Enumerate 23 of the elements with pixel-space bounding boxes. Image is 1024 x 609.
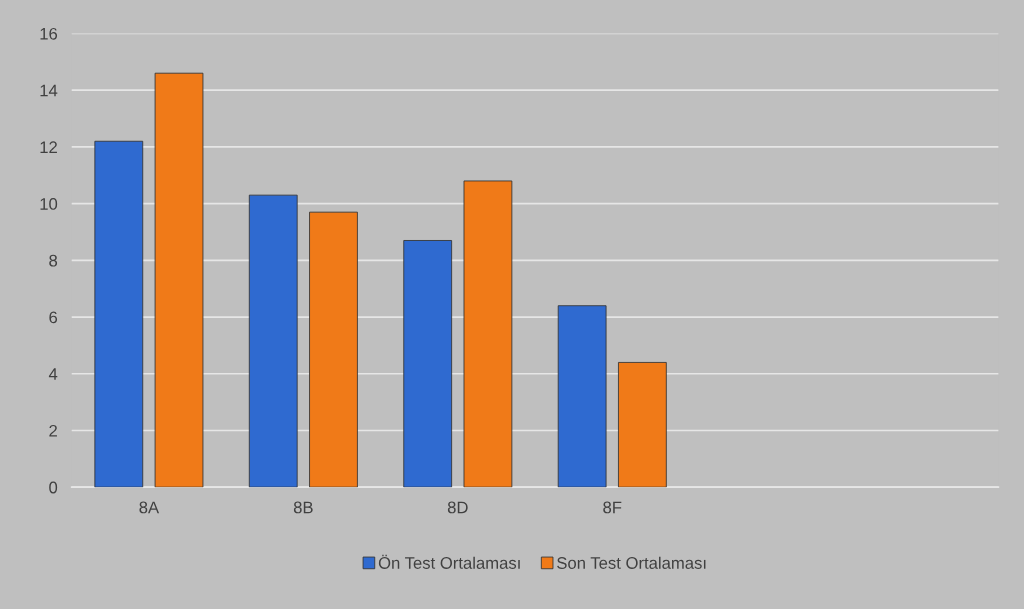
x-tick-label: 8D [447, 501, 468, 514]
bar [463, 180, 513, 488]
bar [557, 305, 607, 488]
y-tick-label: 4 [48, 368, 58, 380]
y-tick-label: 8 [49, 254, 58, 267]
legend-label: Son Test Ortalaması [557, 556, 706, 569]
x-tick-label: 8F [603, 501, 622, 514]
bar [94, 140, 144, 488]
y-tick-label: 14 [40, 84, 58, 97]
bar [248, 194, 298, 488]
x-tick-label: 8A [139, 501, 160, 514]
y-tick-label: 16 [40, 27, 58, 40]
bar [618, 362, 667, 488]
y-tick-label: 12 [40, 141, 57, 153]
bar [403, 240, 453, 488]
y-tick-label: 10 [40, 198, 58, 210]
y-tick-label: 2 [49, 424, 57, 437]
y-tick-label: 0 [49, 481, 58, 494]
bar [154, 72, 204, 488]
y-tick-label: 6 [49, 311, 58, 324]
bar [309, 211, 358, 488]
legend-label: Ön Test Ortalaması [378, 554, 520, 569]
x-tick-label: 8B [293, 501, 313, 514]
